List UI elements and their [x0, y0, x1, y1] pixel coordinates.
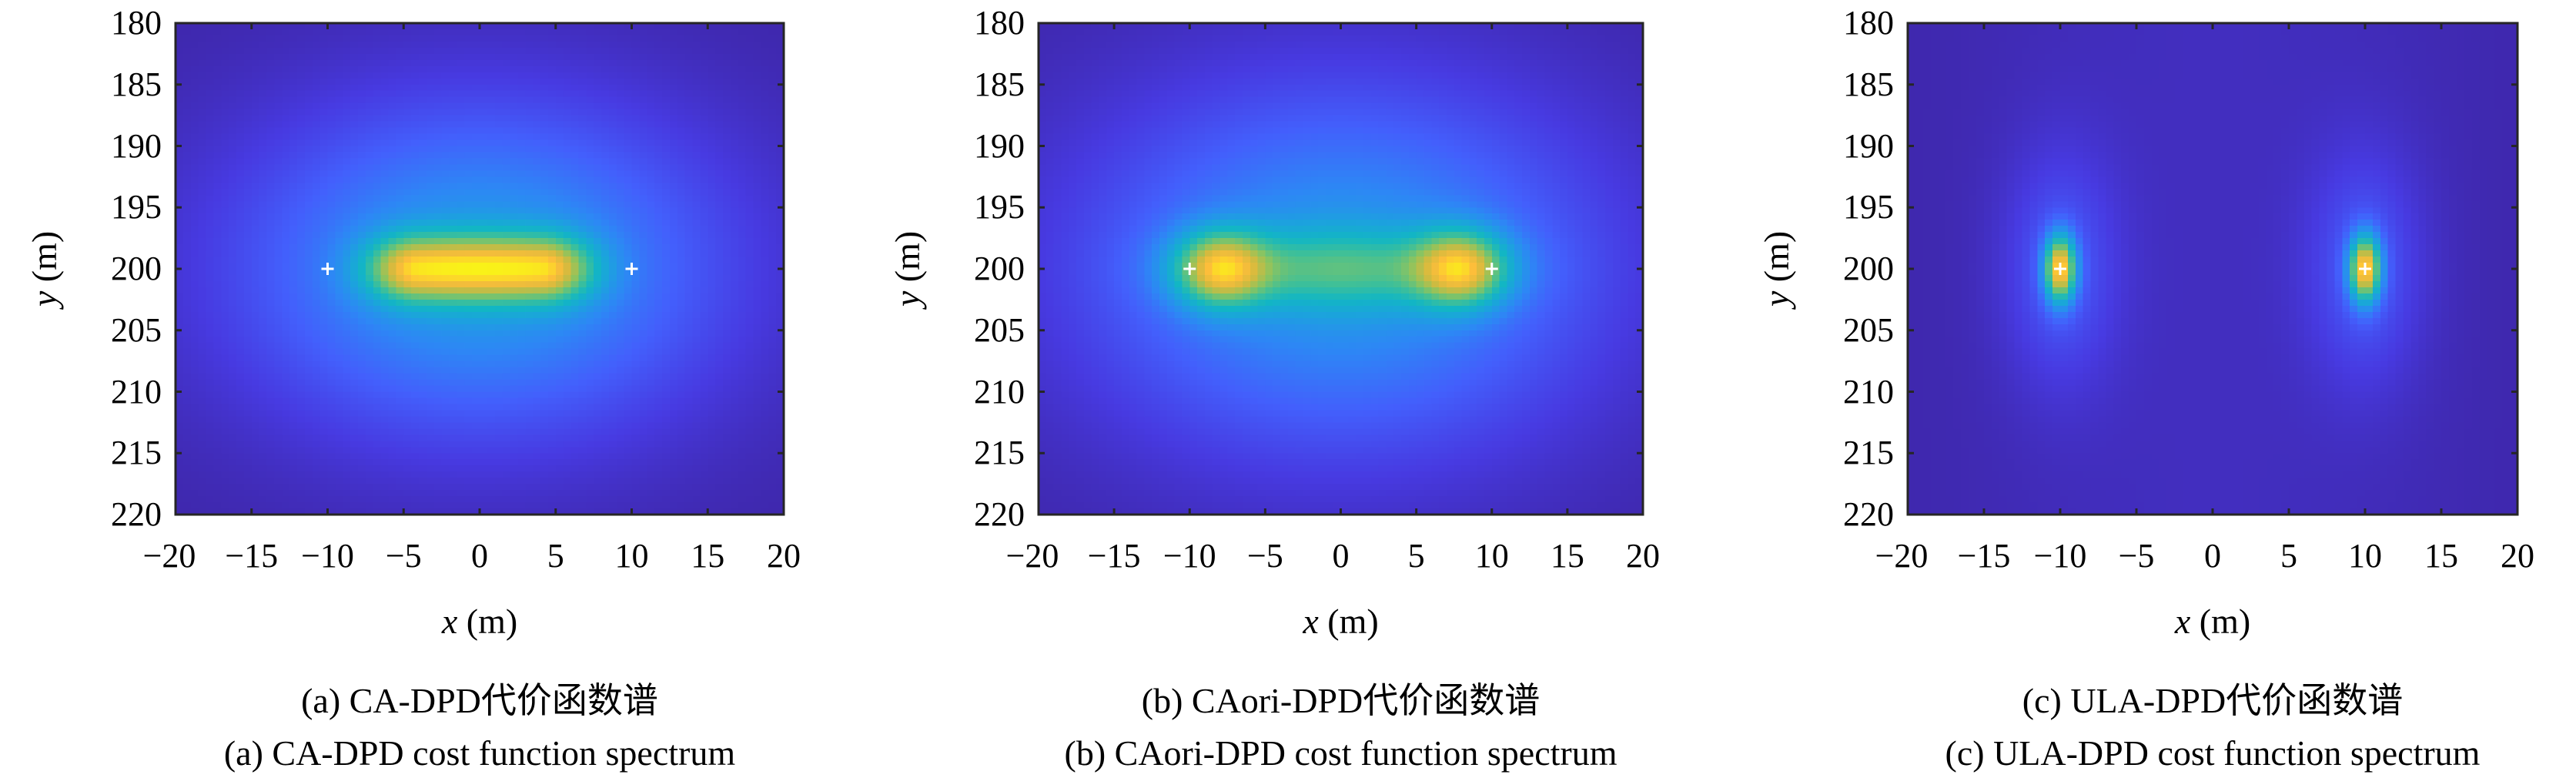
x-tick-label: −20 [1005, 537, 1059, 575]
y-tick-label: 205 [111, 310, 162, 349]
y-axis-var: y [1757, 290, 1796, 307]
source-marker [321, 263, 334, 275]
x-tick-label: 10 [2348, 537, 2382, 575]
x-tick-label: −15 [1087, 537, 1141, 575]
x-tick-label: 20 [1626, 537, 1660, 575]
axes-frame [1906, 22, 2519, 516]
caption-chinese: (c) ULA-DPD代价函数谱 [2022, 681, 2404, 720]
y-tick-label: 210 [974, 372, 1025, 411]
y-tick-label: 210 [111, 372, 162, 411]
x-tick-label: −15 [225, 537, 279, 575]
y-axis-var: y [25, 290, 64, 307]
y-tick-label: 195 [974, 188, 1025, 226]
y-tick-label: 220 [974, 495, 1025, 533]
x-axis-var: x [2174, 602, 2191, 641]
x-tick-label: 0 [471, 537, 488, 575]
y-tick-label: 220 [1843, 495, 1894, 533]
y-tick-label: 190 [111, 126, 162, 165]
y-tick-label: 180 [111, 4, 162, 42]
caption-english: (c) ULA-DPD cost function spectrum [1945, 733, 2481, 773]
x-axis-label: x (m) [1303, 602, 1378, 641]
y-tick-label: 190 [974, 126, 1025, 165]
heatmap-plot-a [174, 22, 785, 516]
heatmap-plot-b [1037, 22, 1644, 516]
x-axis-unit: (m) [2199, 602, 2251, 641]
y-tick-label: 190 [1843, 126, 1894, 165]
y-axis-unit: (m) [25, 230, 64, 283]
y-tick-label: 205 [974, 310, 1025, 349]
y-axis-unit: (m) [1757, 230, 1796, 283]
y-tick-label: 215 [974, 434, 1025, 472]
source-marker [625, 263, 638, 275]
x-axis-unit: (m) [466, 602, 518, 641]
x-tick-label: 5 [547, 537, 564, 575]
y-tick-label: 185 [974, 65, 1025, 103]
heatmap-image [1908, 23, 2517, 515]
x-tick-label: −10 [2033, 537, 2087, 575]
x-tick-label: −15 [1957, 537, 2011, 575]
x-tick-label: 15 [2424, 537, 2458, 575]
x-axis-label: x (m) [2175, 602, 2250, 641]
axes-frame [174, 22, 785, 516]
y-tick-label: 185 [1843, 65, 1894, 103]
x-tick-label: −5 [385, 537, 422, 575]
y-tick-label: 215 [111, 434, 162, 472]
y-axis-label: y (m) [1757, 230, 1796, 307]
source-marker [2359, 263, 2371, 275]
axes-b [1037, 22, 1644, 516]
y-tick-label: 205 [1843, 310, 1894, 349]
x-tick-label: 15 [691, 537, 725, 575]
y-axis-label: y (m) [25, 231, 64, 307]
source-marker [2054, 263, 2066, 275]
heatmap-image [1039, 23, 1643, 515]
y-tick-label: 215 [1843, 434, 1894, 472]
x-tick-label: 10 [614, 537, 649, 575]
x-axis-var: x [441, 602, 458, 641]
x-tick-label: 0 [1332, 537, 1350, 575]
y-tick-label: 200 [1843, 250, 1894, 287]
axes-c [1906, 22, 2519, 516]
caption-english: (b) CAori-DPD cost function spectrum [1064, 733, 1618, 773]
x-tick-label: 5 [1407, 537, 1425, 575]
axes-a [174, 22, 785, 516]
y-axis-label: y (m) [888, 231, 927, 307]
y-tick-label: 180 [974, 4, 1025, 42]
x-tick-label: 20 [2501, 537, 2534, 575]
y-tick-label: 200 [974, 250, 1025, 287]
x-tick-label: −5 [1246, 537, 1283, 575]
y-tick-label: 180 [1843, 4, 1894, 42]
y-tick-label: 220 [111, 495, 162, 533]
x-tick-label: −5 [2118, 537, 2155, 575]
heatmap-image [176, 23, 784, 515]
x-axis-unit: (m) [1327, 602, 1379, 641]
y-axis-var: y [888, 290, 927, 307]
y-tick-label: 185 [111, 65, 162, 103]
caption-chinese: (b) CAori-DPD代价函数谱 [1141, 681, 1541, 720]
x-tick-label: 15 [1550, 537, 1584, 575]
axes-frame [1037, 22, 1644, 516]
y-tick-label: 195 [1843, 188, 1894, 226]
x-axis-label: x (m) [442, 602, 517, 641]
source-marker [1183, 263, 1196, 275]
y-tick-label: 195 [111, 188, 162, 226]
x-tick-label: 20 [767, 537, 801, 575]
y-axis-unit: (m) [888, 230, 927, 283]
x-tick-label: −10 [301, 537, 354, 575]
caption-chinese: (a) CA-DPD代价函数谱 [301, 681, 658, 720]
x-axis-var: x [1303, 602, 1319, 641]
x-tick-label: −10 [1163, 537, 1216, 575]
y-tick-label: 200 [111, 250, 162, 287]
y-tick-label: 210 [1843, 372, 1894, 411]
heatmap-plot-c [1906, 22, 2519, 516]
source-marker [1485, 263, 1498, 275]
x-tick-label: 0 [2204, 537, 2221, 575]
x-tick-label: −20 [1875, 537, 1929, 575]
x-tick-label: −20 [142, 537, 196, 575]
x-tick-label: 5 [2280, 537, 2297, 575]
caption-english: (a) CA-DPD cost function spectrum [223, 733, 736, 773]
x-tick-label: 10 [1474, 537, 1509, 575]
